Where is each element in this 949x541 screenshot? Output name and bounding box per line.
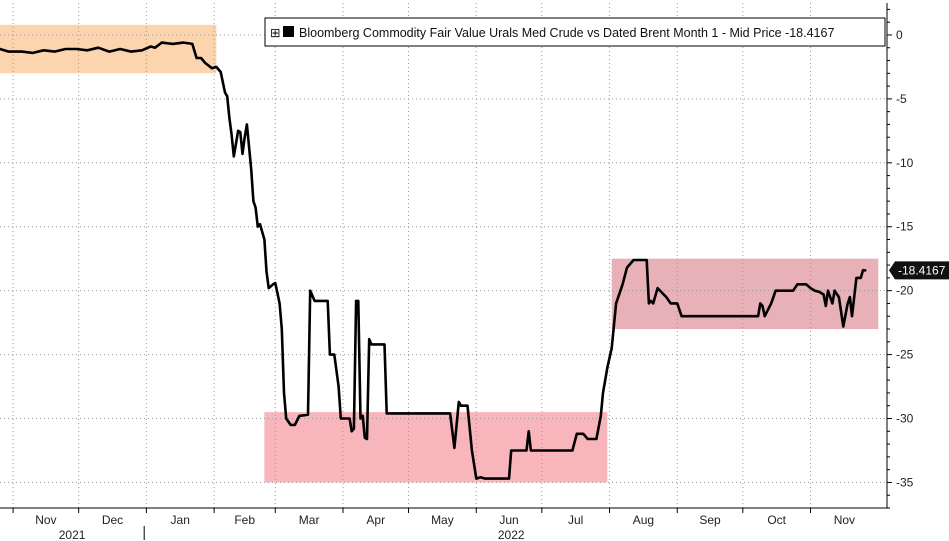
legend-swatch [283,26,294,37]
highlight-region-2 [264,412,608,483]
last-value-label: -18.4167 [898,263,946,277]
y-tick-label: 0 [896,28,903,42]
legend-marker-icon: ⊞ [270,26,280,40]
y-tick-label: -15 [896,220,914,234]
x-tick-label: Nov [35,513,56,527]
y-tick-label: -20 [896,284,914,298]
gridlines [0,3,887,508]
x-tick-label: Dec [102,513,123,527]
series-layer [0,41,867,480]
x-tick-label: Jan [171,513,190,527]
year-label: 2022 [498,528,525,541]
x-tick-label: Jul [568,513,583,527]
x-tick-label: Feb [234,513,255,527]
y-tick-label: -5 [896,92,907,106]
x-tick-label: Oct [767,513,786,527]
last-value-badge: -18.4167 [889,261,949,280]
legend-label: Bloomberg Commodity Fair Value Urals Med… [299,26,834,40]
highlight-region-1 [0,24,217,74]
y-tick-label: -10 [896,156,914,170]
y-tick-label: -30 [896,412,914,426]
legend-box [264,17,886,47]
last-value-badge-shape [889,261,949,280]
legend: ⊞ Bloomberg Commodity Fair Value Urals M… [264,17,886,47]
x-tick-label: Jun [499,513,518,527]
x-tick-label: Apr [366,513,385,527]
x-tick-label: Aug [633,513,654,527]
x-tick-label: Sep [699,513,721,527]
x-tick-label: May [431,513,454,527]
series-line-1 [0,41,867,480]
axes: 0 -5 -10 -15 -20 -25 -30 -35 Nov Dec Jan Feb Mar Apr M… [0,3,914,541]
x-tick-label: Nov [834,513,855,527]
y-tick-label: -25 [896,348,914,362]
year-label: 2021 [59,528,86,541]
y-tick-label: -35 [896,475,914,489]
x-tick-label: Mar [299,513,320,527]
